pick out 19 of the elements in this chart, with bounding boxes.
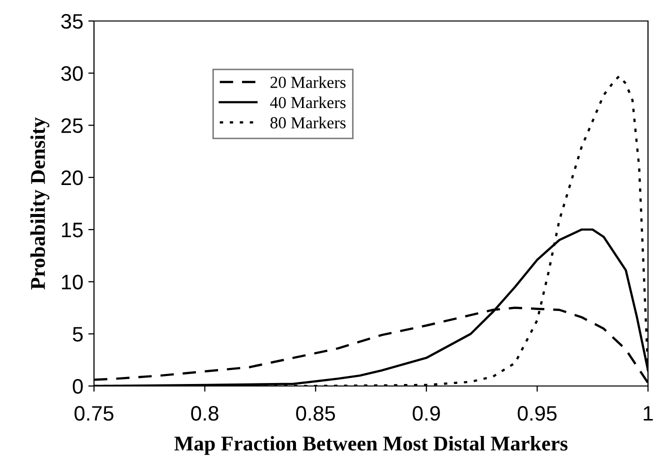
x-tick-label: 0.9 bbox=[412, 406, 440, 421]
x-tick-label: 0.75 bbox=[74, 406, 114, 421]
y-tick-label: 5 bbox=[72, 327, 83, 342]
legend-label: 20 Markers bbox=[270, 76, 346, 88]
x-axis-title: Map Fraction Between Most Distal Markers bbox=[174, 436, 568, 455]
x-tick-label: 1 bbox=[644, 406, 653, 421]
y-axis-title: Probability Density bbox=[30, 117, 50, 290]
legend-label: 80 Markers bbox=[270, 116, 346, 128]
y-tick-label: 0 bbox=[72, 379, 83, 394]
y-tick-label: 10 bbox=[62, 274, 83, 290]
y-tick-label: 25 bbox=[61, 118, 83, 134]
x-tick-label: 0.95 bbox=[518, 406, 557, 421]
x-tick-label: 0.8 bbox=[191, 406, 218, 421]
y-tick-label: 35 bbox=[61, 14, 83, 29]
y-tick-label: 15 bbox=[62, 222, 83, 238]
x-tick-label: 0.85 bbox=[296, 406, 335, 421]
y-tick-label: 20 bbox=[61, 170, 83, 186]
y-tick-label: 30 bbox=[61, 66, 83, 81]
legend-label: 40 Markers bbox=[270, 96, 346, 108]
